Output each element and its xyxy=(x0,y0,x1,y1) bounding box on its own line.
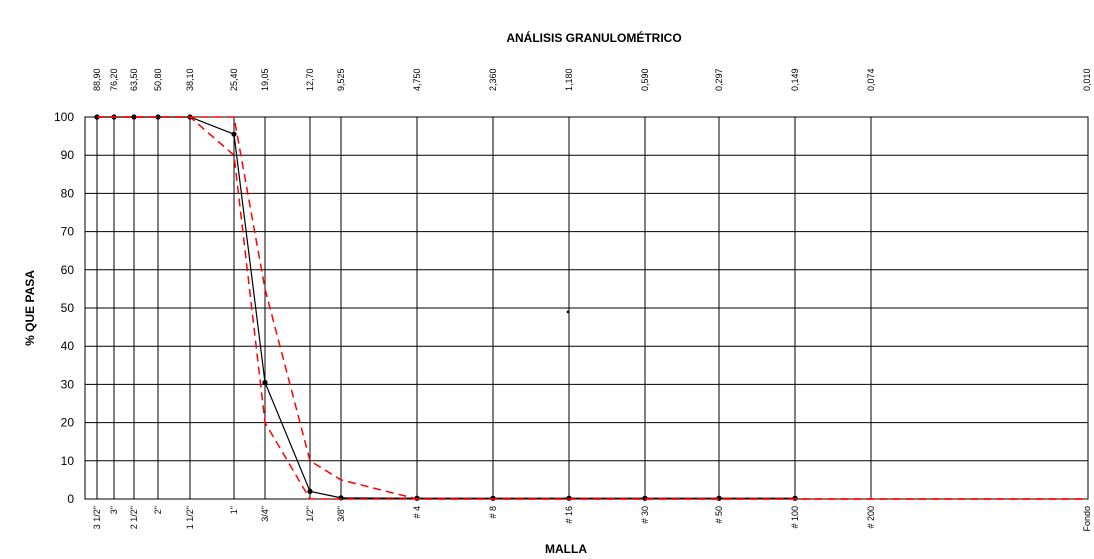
opening-label: 2,360 xyxy=(488,68,498,91)
sieve-label: 2" xyxy=(153,506,163,514)
sieve-label: 3" xyxy=(109,506,119,514)
gradation-point xyxy=(231,131,237,137)
sieve-label: 3/4" xyxy=(260,506,270,522)
opening-label: 4,750 xyxy=(412,68,422,91)
y-tick-label: 30 xyxy=(61,377,75,391)
opening-label: 25,40 xyxy=(229,68,239,91)
chart-title: ANÁLISIS GRANULOMÉTRICO xyxy=(506,30,681,45)
y-tick-label: 70 xyxy=(61,225,75,239)
y-tick-label: 90 xyxy=(61,148,75,162)
sieve-label: 3/8" xyxy=(336,506,346,522)
opening-label: 50,80 xyxy=(153,68,163,91)
opening-label: 76,20 xyxy=(109,68,119,91)
sieve-label: 1" xyxy=(229,506,239,514)
y-tick-label: 10 xyxy=(61,454,75,468)
opening-label: 38,10 xyxy=(185,68,195,91)
x-axis-label: MALLA xyxy=(545,542,587,556)
gradation-point xyxy=(642,495,648,501)
gradation-point xyxy=(307,488,313,494)
gradation-point xyxy=(490,495,496,501)
y-axis-label: % QUE PASA xyxy=(23,270,37,346)
opening-label: 9,525 xyxy=(336,68,346,91)
sieve-label: 1 1/2" xyxy=(185,506,195,529)
y-tick-label: 100 xyxy=(54,110,74,124)
opening-label: 1,180 xyxy=(564,68,574,91)
sieve-label: 3 1/2" xyxy=(92,506,102,529)
y-tick-label: 40 xyxy=(61,339,75,353)
opening-label: 0,297 xyxy=(714,68,724,91)
opening-label: 0,010 xyxy=(1082,68,1092,91)
gradation-point xyxy=(716,495,722,501)
gradation-point xyxy=(131,114,137,120)
sieve-label: # 30 xyxy=(640,506,650,524)
opening-label: 0,074 xyxy=(866,68,876,91)
sieve-label: 2 1/2" xyxy=(129,506,139,529)
opening-label: 0,149 xyxy=(790,68,800,91)
opening-label: 0,590 xyxy=(640,68,650,91)
gradation-point xyxy=(792,495,798,501)
sieve-label: # 16 xyxy=(564,506,574,524)
sieve-label: # 200 xyxy=(866,506,876,529)
series xyxy=(94,114,1087,501)
opening-label: 63,50 xyxy=(129,68,139,91)
gradation-point xyxy=(155,114,161,120)
y-tick-label: 80 xyxy=(61,186,75,200)
sieve-label: # 100 xyxy=(790,506,800,529)
sieve-label: # 8 xyxy=(488,506,498,519)
y-tick-label: 50 xyxy=(61,301,75,315)
opening-label: 19,05 xyxy=(260,68,270,91)
gradation-point xyxy=(566,495,572,501)
opening-label: 12,70 xyxy=(305,68,315,91)
sieve-label: 1/2" xyxy=(305,506,315,522)
labels: 0 10 20 30 40 50 60 70 80 90 100 3 1/2" 88,90 3" 76,20… xyxy=(54,68,1092,531)
sieve-label: Fondo xyxy=(1082,506,1092,532)
gradation-point xyxy=(262,379,268,386)
y-tick-label: 60 xyxy=(61,263,75,277)
sieve-label: # 50 xyxy=(714,506,724,524)
stray-point xyxy=(566,310,570,314)
opening-label: 88,90 xyxy=(92,68,102,91)
sieve-label: # 4 xyxy=(412,506,422,519)
y-tick-label: 20 xyxy=(61,416,75,430)
y-tick-label: 0 xyxy=(67,492,74,506)
limit-curve-line xyxy=(97,116,1087,500)
